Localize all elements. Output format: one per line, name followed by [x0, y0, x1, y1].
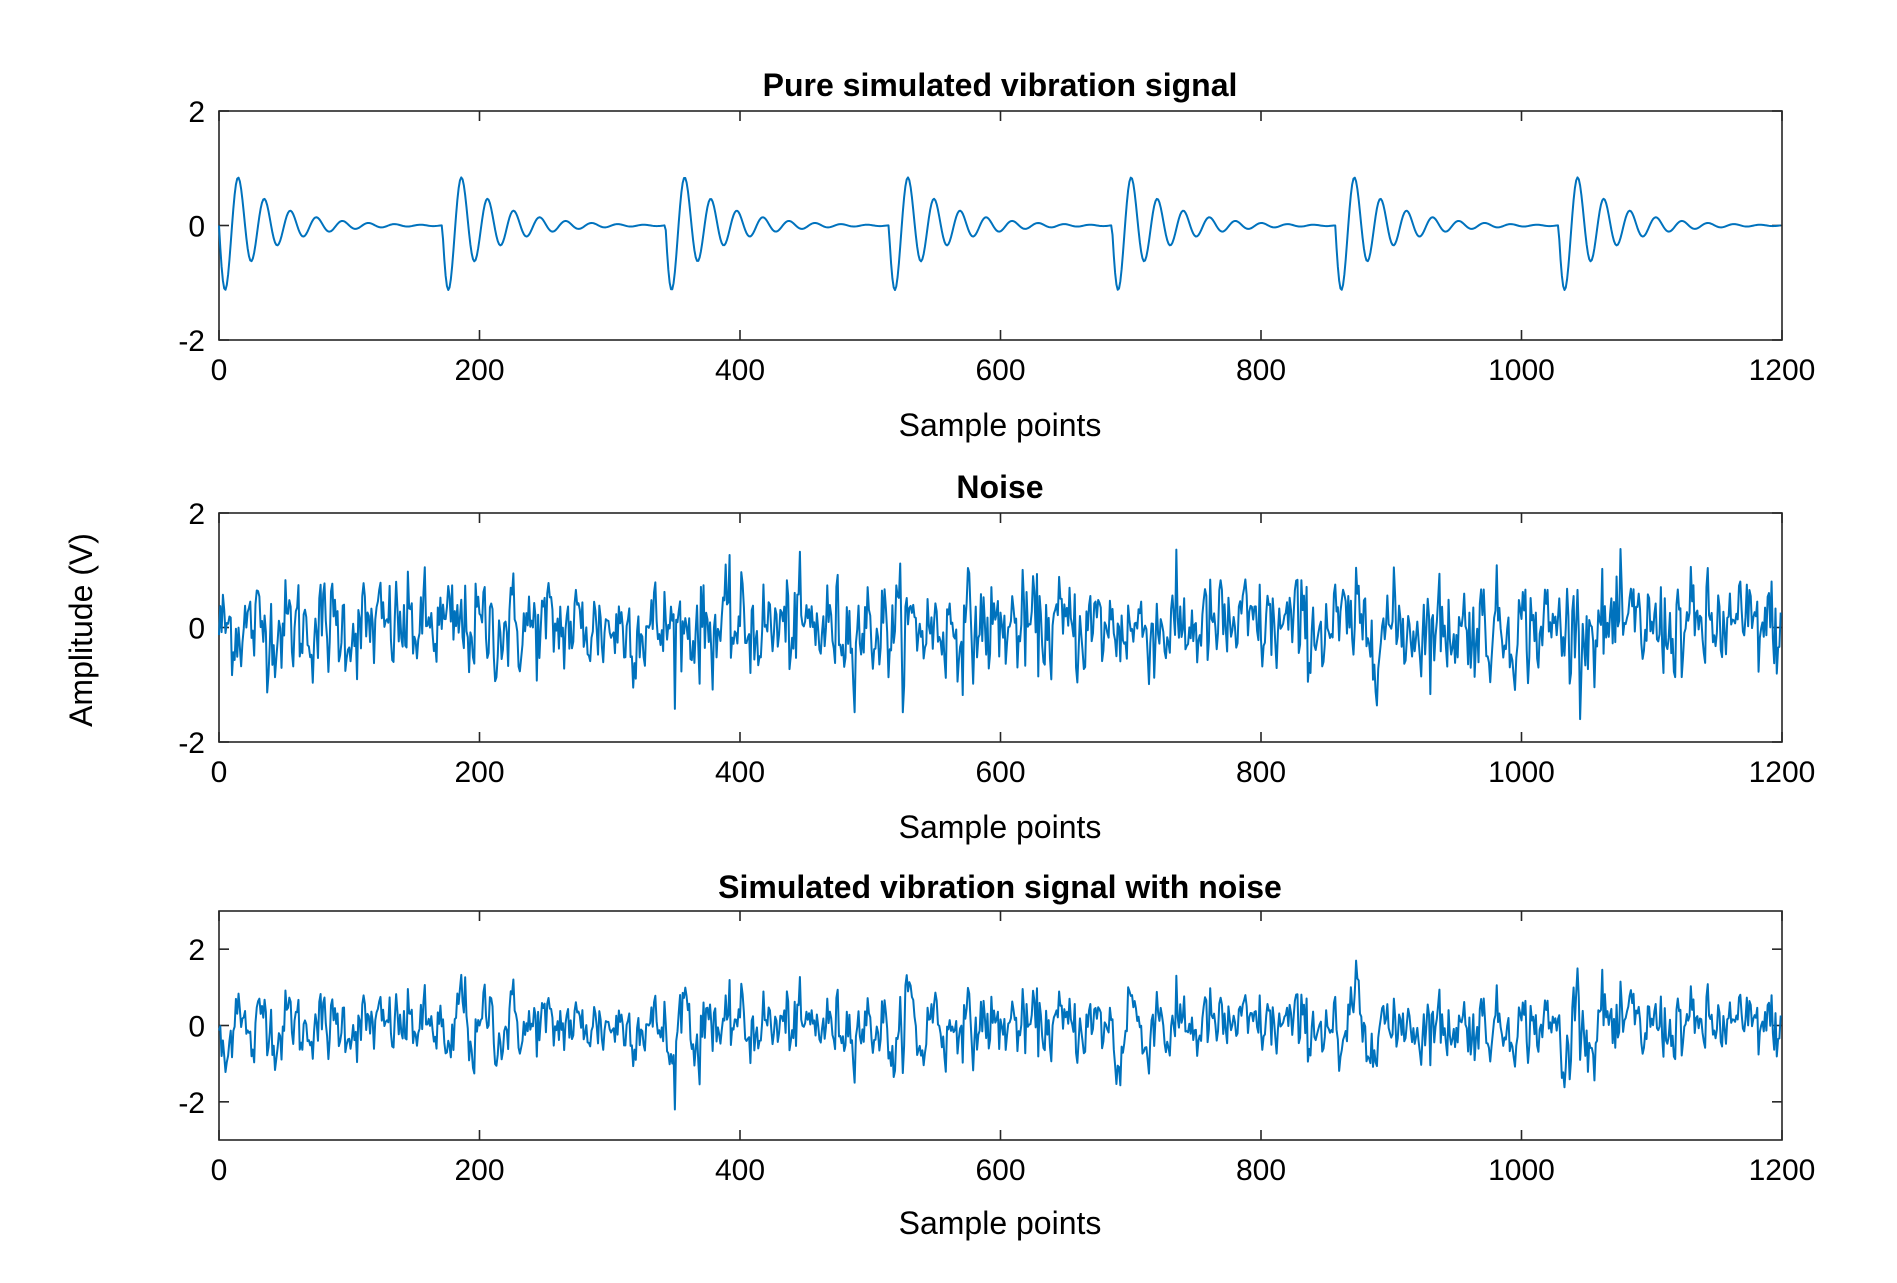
noisy-signal-ticks: 0 200 400 600 800 1000 1200 -2 0 2: [178, 911, 1815, 1187]
x-tick-label: 400: [715, 354, 765, 387]
x-tick-label: 200: [454, 756, 504, 789]
x-tick-label: 200: [454, 354, 504, 387]
noisy-signal-xlabel: Sample points: [899, 1205, 1102, 1241]
y-tick-label: 0: [188, 613, 205, 646]
noisy-signal-title: Simulated vibration signal with noise: [718, 869, 1282, 905]
y-tick-label: 0: [188, 211, 205, 244]
y-tick-label: -2: [178, 1087, 205, 1120]
x-tick-label: 600: [975, 1154, 1025, 1187]
x-tick-label: 1000: [1488, 756, 1555, 789]
x-tick-label: 1000: [1488, 1154, 1555, 1187]
x-tick-label: 800: [1236, 756, 1286, 789]
x-tick-label: 1000: [1488, 354, 1555, 387]
noise-xlabel: Sample points: [899, 809, 1102, 845]
noisy-signal-subplot: Simulated vibration signal with noise 0 2…: [178, 869, 1815, 1241]
pure-signal-ticks: 0 200 400 600 800 1000 1200-202: [178, 96, 1815, 387]
x-tick-label: 1200: [1749, 1154, 1816, 1187]
y-tick-label: 2: [188, 498, 205, 531]
x-tick-label: 600: [975, 354, 1025, 387]
pure-signal-xlabel: Sample points: [899, 407, 1102, 443]
x-tick-label: 1200: [1749, 354, 1816, 387]
x-tick-label: 0: [211, 756, 228, 789]
y-tick-label: 2: [188, 934, 205, 967]
x-tick-label: 400: [715, 1154, 765, 1187]
noise-subplot: Noise 0 200 400 600 800 1000 1200-202 Sample p…: [178, 469, 1815, 845]
y-tick-label: 0: [188, 1011, 205, 1044]
y-tick-label: -2: [178, 325, 205, 358]
y-tick-label: 2: [188, 96, 205, 129]
noise-ticks: 0 200 400 600 800 1000 1200-202: [178, 498, 1815, 789]
x-tick-label: 1200: [1749, 756, 1816, 789]
pure-signal-subplot: Pure simulated vibration signal 0 200 400 6…: [178, 67, 1815, 443]
x-tick-label: 200: [454, 1154, 504, 1187]
y-tick-label: -2: [178, 727, 205, 760]
x-tick-label: 400: [715, 756, 765, 789]
x-tick-label: 0: [211, 354, 228, 387]
shared-y-axis-label: Amplitude (V): [63, 533, 99, 727]
x-tick-label: 600: [975, 756, 1025, 789]
noisy-signal-line: [218, 959, 1782, 1111]
x-tick-label: 800: [1236, 1154, 1286, 1187]
pure-signal-title: Pure simulated vibration signal: [763, 67, 1238, 103]
noise-title: Noise: [956, 469, 1043, 505]
pure-signal-line: [218, 176, 1781, 291]
x-tick-label: 0: [211, 1154, 228, 1187]
noise-line: [218, 548, 1782, 721]
x-tick-label: 800: [1236, 354, 1286, 387]
